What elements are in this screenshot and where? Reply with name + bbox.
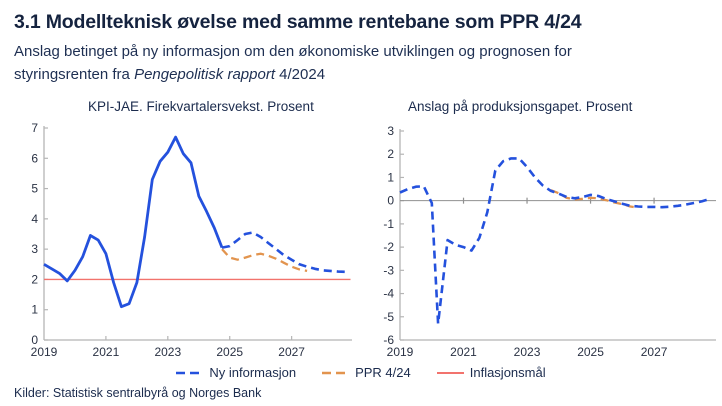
svg-text:1: 1	[31, 303, 38, 317]
legend-label-inflasjonsmal: Inflasjonsmål	[469, 365, 546, 380]
svg-text:2027: 2027	[278, 345, 305, 359]
svg-text:2021: 2021	[450, 345, 477, 359]
svg-text:2: 2	[387, 147, 394, 161]
svg-text:-2: -2	[383, 240, 394, 254]
svg-text:-6: -6	[383, 333, 394, 347]
output-gap-chart: -6 -5 -4 -3 -2 -1 0 1 2 3 2019 2021 2023 2025 2027	[383, 124, 716, 359]
svg-text:2025: 2025	[577, 345, 604, 359]
series-ny-informasjon-historikk-	[43, 135, 224, 309]
subtitle-italic-text: Pengepolitisk rapport	[134, 66, 275, 83]
svg-text:6: 6	[31, 151, 38, 165]
svg-text:2023: 2023	[154, 345, 181, 359]
sources-note: Kilder: Statistisk sentralbyrå og Norges…	[14, 386, 262, 400]
svg-text:0: 0	[387, 194, 394, 208]
chart-legend: Ny informasjon PPR 4/24 Inflasjonsmål	[0, 365, 722, 380]
svg-text:4: 4	[31, 212, 38, 226]
svg-text:3: 3	[31, 242, 38, 256]
legend-label-ppr-4-24: PPR 4/24	[355, 365, 411, 380]
svg-text:5: 5	[31, 182, 38, 196]
svg-text:2027: 2027	[641, 345, 668, 359]
legend-swatch-inflasjonsmal	[436, 371, 464, 374]
svg-text:2019: 2019	[387, 345, 414, 359]
svg-text:-4: -4	[383, 287, 394, 301]
subtitle-text: Anslag betinget på ny informasjon om den…	[14, 43, 572, 83]
svg-text:2021: 2021	[93, 345, 120, 359]
legend-item-inflasjonsmal: Inflasjonsmål	[436, 365, 546, 380]
svg-text:2023: 2023	[514, 345, 541, 359]
svg-text:2019: 2019	[31, 345, 58, 359]
legend-label-ny-informasjon: Ny informasjon	[209, 365, 297, 380]
legend-item-ppr-4-24: PPR 4/24	[322, 365, 411, 380]
page-title: 3.1 Modellteknisk øvelse med samme rente…	[14, 11, 582, 33]
svg-text:2025: 2025	[216, 345, 243, 359]
right-chart-title: Anslag på produksjonsgapet. Prosent	[408, 99, 633, 114]
svg-text:2: 2	[31, 272, 38, 286]
legend-swatch-ny-informasjon	[176, 371, 204, 374]
series-ny-informasjon-anslag-	[221, 231, 346, 274]
svg-text:7: 7	[31, 121, 38, 135]
series-ny-informasjon	[399, 157, 710, 325]
series-ppr-4-24	[221, 248, 308, 273]
svg-text:0: 0	[31, 333, 38, 347]
legend-swatch-ppr-4-24	[322, 371, 350, 374]
svg-text:1: 1	[387, 170, 394, 184]
svg-text:-5: -5	[383, 310, 394, 324]
svg-text:-1: -1	[383, 217, 394, 231]
kpi-jae-chart: 0 1 2 3 4 5 6 7 2019 2021 2023 2025 2027	[31, 121, 352, 359]
legend-item-ny-informasjon: Ny informasjon	[176, 365, 296, 380]
page-subtitle: Anslag betinget på ny informasjon om den…	[14, 40, 664, 86]
svg-text:-3: -3	[383, 263, 394, 277]
left-chart-title: KPI-JAE. Firekvartalersvekst. Prosent	[88, 99, 314, 114]
svg-text:3: 3	[387, 124, 394, 138]
subtitle-suffix-text: 4/2024	[274, 66, 326, 83]
